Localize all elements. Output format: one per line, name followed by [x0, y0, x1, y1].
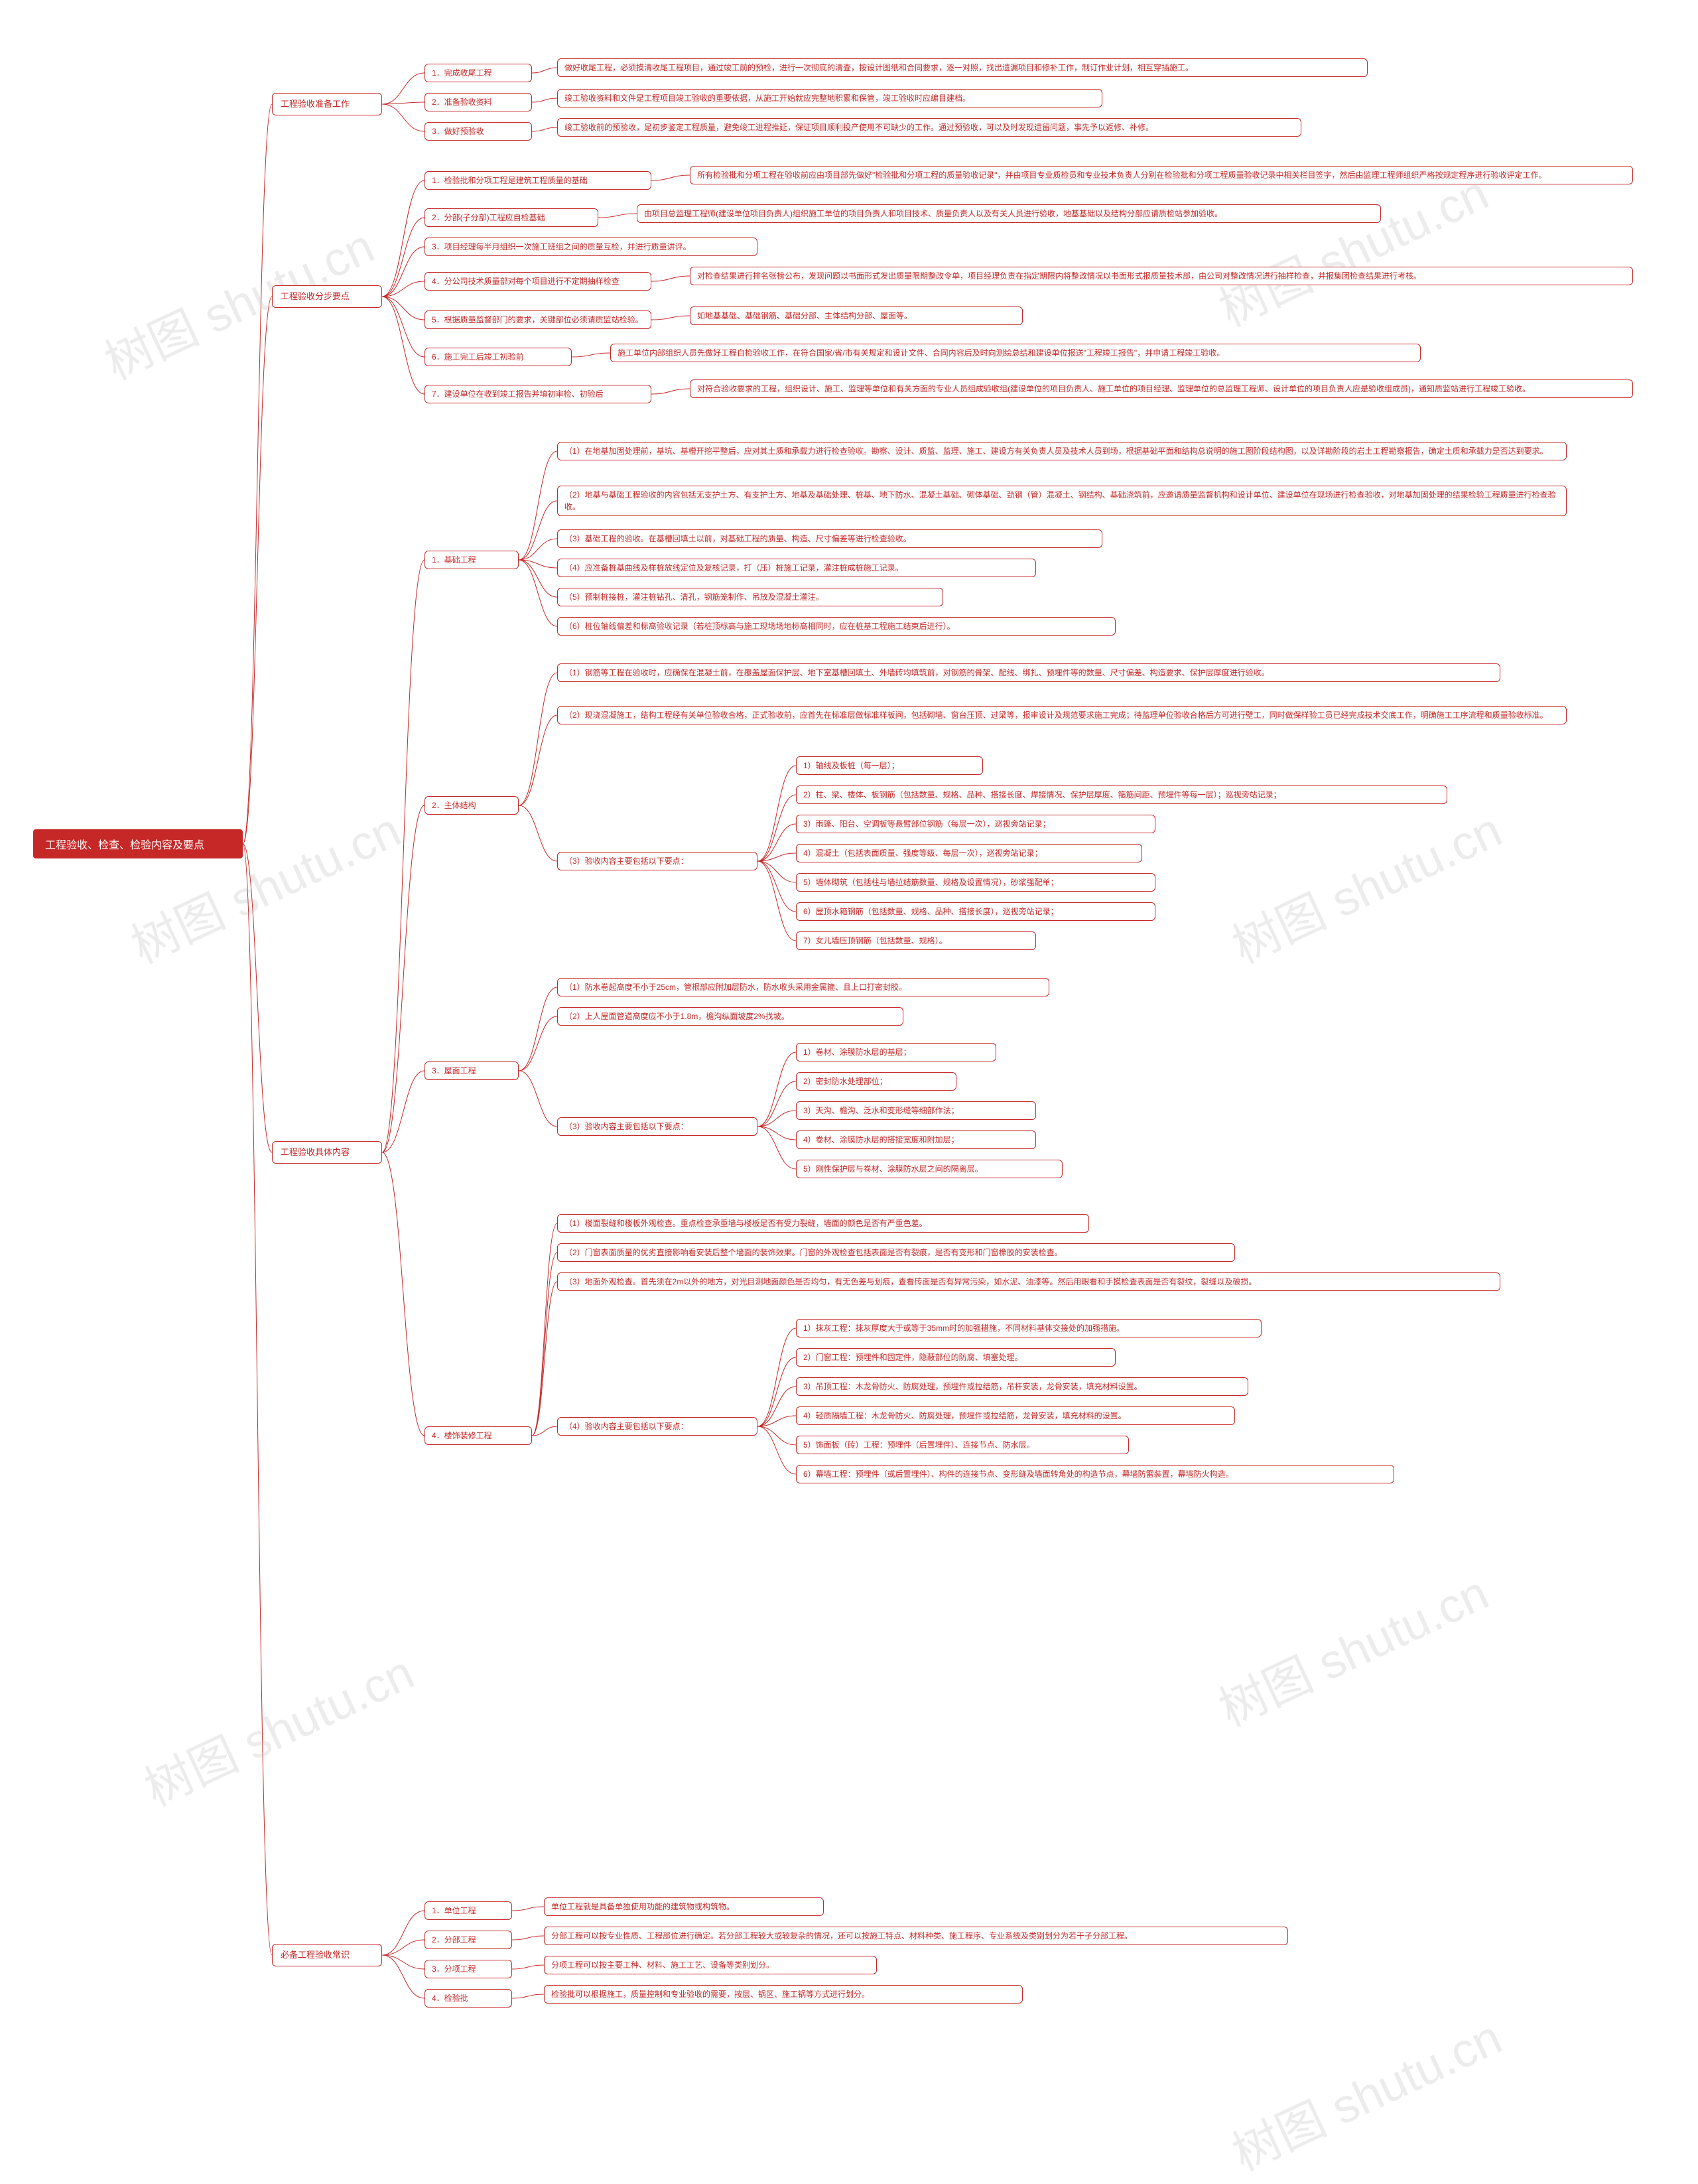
mindmap-node: （5）预制桩接桩，灌注桩钻孔、清孔，钢筋笼制作、吊放及混凝土灌注。: [557, 588, 943, 606]
mindmap-node: 2）柱、梁、楼体、板钢筋（包括数量、规格、品种、搭接长度、焊接情况、保护层厚度、…: [796, 785, 1447, 804]
mindmap-node: 4．楼饰装修工程: [424, 1426, 532, 1445]
mindmap-node: 5）饰面板（砖）工程：预埋件（后置埋件）、连接节点、防水层。: [796, 1436, 1129, 1454]
mindmap-node: 3．项目经理每半月组织一次施工班组之间的质量互检，并进行质量讲评。: [424, 238, 757, 256]
mindmap-node: （3）地面外观检查。首先须在2m以外的地方，对光目测地面颜色是否均匀，有无色差与…: [557, 1272, 1500, 1291]
mindmap-node: 5）墙体砌筑（包括柱与墙拉结筋数量、规格及设置情况），砂浆强配单；: [796, 873, 1155, 892]
watermark: 树图 shutu.cn: [131, 1634, 423, 1820]
mindmap-node: 工程验收具体内容: [272, 1141, 382, 1164]
mindmap-node: 6）屋顶水箱钢筋（包括数量、规格、品种、搭接长度），巡视旁站记录；: [796, 902, 1155, 921]
mindmap-node: 3．做好预验收: [424, 122, 532, 141]
mindmap-node: 做好收尾工程，必须摸清收尾工程项目，通过竣工前的预检，进行一次彻底的清查，按设计…: [557, 58, 1368, 77]
mindmap-node: 1．基础工程: [424, 551, 519, 569]
mindmap-node: 7．建设单位在收到竣工报告并填初审检、初验后: [424, 385, 651, 403]
mindmap-node: 6）幕墙工程：预埋件（或后置埋件）、构件的连接节点、变形缝及墙面转角处的构造节点…: [796, 1465, 1394, 1483]
mindmap-node: 工程验收准备工作: [272, 93, 382, 115]
mindmap-node: 所有检验批和分项工程在验收前应由项目部先做好"检验批和分项工程的质量验收记录"，…: [690, 166, 1633, 184]
mindmap-node: 4．分公司技术质量部对每个项目进行不定期抽样检查: [424, 272, 651, 291]
mindmap-node: 2．分部(子分部)工程应自检基础: [424, 208, 598, 227]
mindmap-node: 1．单位工程: [424, 1901, 512, 1920]
mindmap-node: 竣工验收资料和文件是工程项目竣工验收的重要依据，从施工开始就应完整地积累和保管，…: [557, 89, 1102, 107]
mindmap-node: （1）钢筋等工程在验收时，应确保在混凝土前，在覆盖屋面保护层、地下室基槽回填土、…: [557, 663, 1500, 682]
mindmap-node: 4．检验批: [424, 1989, 512, 2008]
mindmap-node: （2）地基与基础工程验收的内容包括无支护土方、有支护土方、地基及基础处理、桩基、…: [557, 486, 1567, 516]
mindmap-node: 单位工程就是具备单独使用功能的建筑物或构筑物。: [544, 1897, 824, 1916]
mindmap-node: 竣工验收前的预验收，是初步鉴定工程质量，避免竣工进程推延，保证项目顺利投产使用不…: [557, 118, 1301, 137]
mindmap-node: 对符合验收要求的工程，组织设计、施工、监理等单位和有关方面的专业人员组成验收组(…: [690, 379, 1633, 398]
mindmap-node: 3．分项工程: [424, 1960, 512, 1978]
mindmap-node: 3）雨篷、阳台、空调板等悬臂部位钢筋（每层一次），巡视旁站记录；: [796, 815, 1155, 833]
mindmap-node: 6．施工完工后竣工初验前: [424, 348, 572, 366]
mindmap-node: （3）验收内容主要包括以下要点：: [557, 1117, 757, 1136]
mindmap-node: 由项目总监理工程师(建设单位项目负责人)组织施工单位的项目负责人和项目技术、质量…: [637, 204, 1381, 223]
root-node: 工程验收、检查、检验内容及要点: [33, 829, 243, 858]
mindmap-node: 2．分部工程: [424, 1931, 512, 1949]
watermark: 树图 shutu.cn: [1206, 1554, 1498, 1740]
watermark: 树图 shutu.cn: [118, 791, 410, 977]
mindmap-node: 分项工程可以按主要工种、材料、施工工艺、设备等类别划分。: [544, 1956, 877, 1974]
mindmap-node: 7）女儿墙压顶钢筋（包括数量、规格）。: [796, 931, 1036, 950]
mindmap-node: 1．检验批和分项工程是建筑工程质量的基础: [424, 171, 651, 190]
mindmap-node: （1）防水卷起高度不小于25cm，管根部应附加层防水，防水收头采用金属箍、且上口…: [557, 978, 1049, 996]
mindmap-node: 3）天沟、檐沟、泛水和变形缝等细部作法；: [796, 1101, 1036, 1120]
mindmap-node: 4）混凝土（包括表面质量、强度等级、每层一次），巡视旁站记录；: [796, 844, 1142, 862]
mindmap-node: 3．屋面工程: [424, 1061, 519, 1080]
mindmap-node: 3）吊顶工程：木龙骨防火、防腐处理，预埋件或拉结筋，吊杆安装，龙骨安装，填充材料…: [796, 1377, 1248, 1396]
mindmap-node: 1）卷材、涂膜防水层的基层；: [796, 1043, 996, 1061]
mindmap-node: （6）桩位轴线偏差和标高验收记录（若桩顶标高与施工现场场地标高相同时，应在桩基工…: [557, 617, 1116, 636]
mindmap-node: （2）门窗表面质量的优劣直接影响看安装后整个墙面的装饰效果。门窗的外观检查包括表…: [557, 1243, 1235, 1262]
mindmap-node: 施工单位内部组织人员先做好工程自检验收工作，在符合国家/省/市有关规定和设计文件…: [610, 344, 1421, 362]
mindmap-node: （1）楼面裂缝和楼板外观检查。重点检查承重墙与楼板是否有受力裂缝，墙面的颜色是否…: [557, 1214, 1089, 1233]
mindmap-node: 分部工程可以按专业性质、工程部位进行确定。若分部工程较大或较复杂的情况，还可以按…: [544, 1927, 1288, 1945]
mindmap-node: （2）现浇混凝施工，结构工程经有关单位验收合格，正式验收前，应首先在标准层做标准…: [557, 706, 1567, 724]
mindmap-node: 工程验收分步要点: [272, 285, 382, 308]
mindmap-node: 如地基基础、基础钢筋、基础分部、主体结构分部、屋面等。: [690, 307, 1023, 325]
mindmap-node: （3）基础工程的验收。在基槽回填土以前，对基础工程的质量、构造、尺寸偏差等进行检…: [557, 529, 1102, 548]
mindmap-node: 5．根据质量监督部门的要求，关键部位必须请质监站检验。: [424, 310, 651, 329]
mindmap-node: 1．完成收尾工程: [424, 64, 532, 82]
mindmap-node: 必备工程验收常识: [272, 1944, 382, 1966]
mindmap-node: 4）轻质隔墙工程：木龙骨防火、防腐处理，预埋件或拉结筋，龙骨安装，填充材料的设置…: [796, 1406, 1235, 1425]
mindmap-node: （4）验收内容主要包括以下要点：: [557, 1417, 757, 1436]
mindmap-node: 对检查结果进行排名张榜公布，发现问题以书面形式发出质量限期整改令单，项目经理负责…: [690, 267, 1633, 285]
mindmap-node: （4）应准备桩基曲线及样桩放线定位及复核记录，打（压）桩施工记录，灌注桩成桩施工…: [557, 559, 1036, 577]
mindmap-page: 树图 shutu.cn 树图 shutu.cn 树图 shutu.cn 树图 shut…: [0, 0, 1698, 2173]
watermark: 树图 shutu.cn: [1219, 1999, 1511, 2184]
mindmap-node: 4）卷材、涂膜防水层的搭接宽度和附加层；: [796, 1130, 1036, 1149]
mindmap-node: （3）验收内容主要包括以下要点：: [557, 852, 757, 870]
mindmap-node: 1）抹灰工程：抹灰厚度大于或等于35mm时的加强措施，不同材料基体交接处的加强措…: [796, 1319, 1262, 1337]
mindmap-node: 2）密封防水处理部位；: [796, 1072, 956, 1091]
watermark: 树图 shutu.cn: [1219, 791, 1511, 977]
mindmap-node: （1）在地基加固处理前，基坑、基槽开挖平整后，应对其土质和承载力进行检查验收。勘…: [557, 442, 1567, 460]
mindmap-node: 2）门窗工程：预埋件和固定件，隐蔽部位的防腐、填塞处理。: [796, 1348, 1116, 1367]
mindmap-node: （2）上人屋面管道高度应不小于1.8m，檐沟纵面坡度2%找坡。: [557, 1007, 903, 1026]
mindmap-node: 检验批可以根据施工，质量控制和专业验收的需要，按层、锅区、施工锅等方式进行划分。: [544, 1985, 1023, 2004]
mindmap-node: 1）轴线及板桩（每一层）；: [796, 756, 983, 775]
mindmap-node: 5）刚性保护层与卷材、涂膜防水层之间的隔离层。: [796, 1160, 1063, 1178]
mindmap-node: 2．准备验收资料: [424, 93, 532, 111]
mindmap-node: 2．主体结构: [424, 796, 519, 815]
